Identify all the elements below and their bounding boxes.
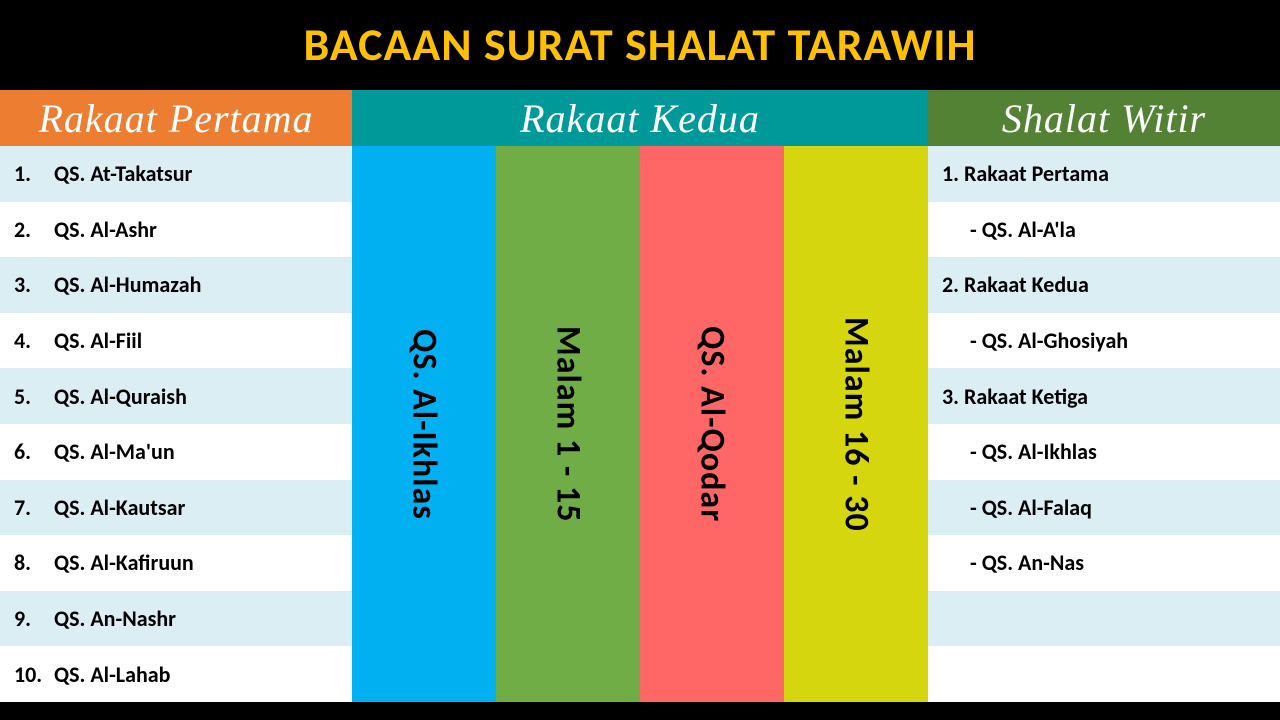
list-item: 3. Rakaat Ketiga [928,368,1280,424]
vertical-strip-label: Malam 1 - 15 [548,326,589,522]
page-frame: BACAAN SURAT SHALAT TARAWIH Rakaat Perta… [0,0,1280,720]
content-area: Rakaat Pertama 1.QS. At-Takatsur2.QS. Al… [0,90,1280,702]
vertical-strip: Malam 1 - 15 [496,146,640,702]
list-item: - QS. Al-Falaq [928,480,1280,536]
list-item: 9.QS. An-Nashr [0,591,352,647]
list-item-label: QS. Al-Humazah [54,271,201,298]
list-item-number: 1. [14,160,54,187]
list-item: 4.QS. Al-Fiil [0,313,352,369]
left-list: 1.QS. At-Takatsur2.QS. Al-Ashr3.QS. Al-H… [0,146,352,702]
list-item-label: - QS. Al-Ghosiyah [942,327,1128,354]
list-item-number: 9. [14,605,54,632]
list-item: - QS. Al-Ikhlas [928,424,1280,480]
list-item: 3.QS. Al-Humazah [0,257,352,313]
list-item-label: QS. An-Nashr [54,605,176,632]
list-item-number: 6. [14,438,54,465]
list-item-number: 3. [14,271,54,298]
list-item-label: QS. Al-Kautsar [54,494,185,521]
list-item-label: QS. Al-Ashr [54,216,157,243]
list-item-label: QS. Al-Ma'un [54,438,175,465]
vertical-strip-label: QS. Al-Qodar [692,326,733,522]
list-item: - QS. Al-Ghosiyah [928,313,1280,369]
list-item-number: 2. [14,216,54,243]
list-item-label: - QS. Al-Ikhlas [942,438,1097,465]
list-item-label: - QS. An-Nas [942,549,1084,576]
list-item-label: 2. Rakaat Kedua [942,271,1089,298]
list-item: 2.QS. Al-Ashr [0,202,352,258]
list-item-label: QS. At-Takatsur [54,160,192,187]
list-item-label: QS. Al-Kafiruun [54,549,194,576]
list-item [928,646,1280,702]
list-item-label: QS. Al-Lahab [54,661,170,688]
list-item: 1.QS. At-Takatsur [0,146,352,202]
column-shalat-witir: Shalat Witir 1. Rakaat Pertama - QS. Al-A… [928,90,1280,702]
list-item-number: 4. [14,327,54,354]
list-item-label: 1. Rakaat Pertama [942,160,1109,187]
header-rakaat-kedua: Rakaat Kedua [352,90,928,146]
list-item: - QS. Al-A'la [928,202,1280,258]
list-item [928,591,1280,647]
column-rakaat-kedua: Rakaat Kedua QS. Al-IkhlasMalam 1 - 15QS… [352,90,928,702]
vertical-strip: Malam 16 - 30 [784,146,928,702]
list-item: 6.QS. Al-Ma'un [0,424,352,480]
list-item-number: 7. [14,494,54,521]
list-item-label: - QS. Al-A'la [942,216,1076,243]
list-item: 1. Rakaat Pertama [928,146,1280,202]
list-item: 2. Rakaat Kedua [928,257,1280,313]
list-item-label: QS. Al-Quraish [54,383,187,410]
list-item-label: QS. Al-Fiil [54,327,142,354]
page-title: BACAAN SURAT SHALAT TARAWIH [303,17,976,73]
title-bar: BACAAN SURAT SHALAT TARAWIH [0,0,1280,90]
list-item: 7.QS. Al-Kautsar [0,480,352,536]
list-item-number: 10. [14,661,54,688]
header-rakaat-pertama: Rakaat Pertama [0,90,352,146]
right-list: 1. Rakaat Pertama - QS. Al-A'la 2. Rakaat … [928,146,1280,702]
mid-strips: QS. Al-Ikhlas Malam 1 - 15 QS. Al-Qodar Mal… [352,146,928,702]
list-item: - QS. An-Nas [928,535,1280,591]
vertical-strip-label: Malam 16 - 30 [836,317,877,532]
list-item: 5.QS. Al-Quraish [0,368,352,424]
bottom-bar [0,702,1280,720]
list-item: 10.QS. Al-Lahab [0,646,352,702]
header-shalat-witir: Shalat Witir [928,90,1280,146]
list-item-number: 8. [14,549,54,576]
vertical-strip: QS. Al-Ikhlas [352,146,496,702]
list-item-label: - QS. Al-Falaq [942,494,1092,521]
vertical-strip: QS. Al-Qodar [640,146,784,702]
list-item: 8.QS. Al-Kafiruun [0,535,352,591]
vertical-strip-label: QS. Al-Ikhlas [404,329,445,520]
list-item-number: 5. [14,383,54,410]
column-rakaat-pertama: Rakaat Pertama 1.QS. At-Takatsur2.QS. Al… [0,90,352,702]
list-item-label: 3. Rakaat Ketiga [942,383,1088,410]
